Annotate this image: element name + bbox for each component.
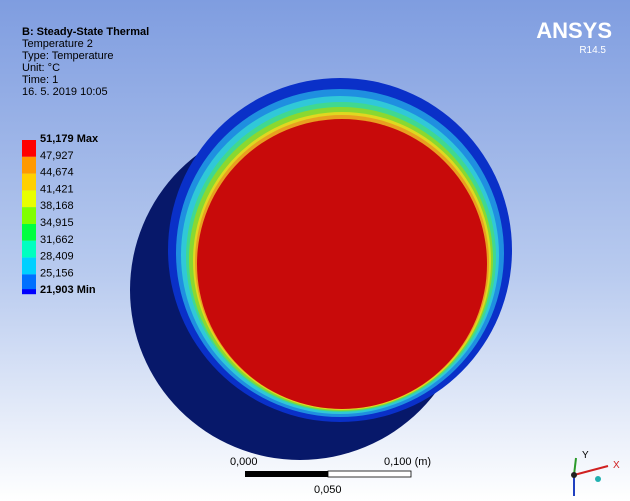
- header-line: 16. 5. 2019 10:05: [22, 86, 108, 98]
- legend-label: 38,168: [40, 200, 74, 212]
- legend-swatch: [22, 140, 36, 157]
- legend-swatch: [22, 274, 36, 291]
- scale-label: 0,100 (m): [384, 456, 431, 468]
- legend-swatch: [22, 207, 36, 224]
- logo: ANSYS: [536, 18, 612, 43]
- legend-label: 25,156: [40, 267, 74, 279]
- legend-label: 34,915: [40, 217, 74, 229]
- legend-label: 31,662: [40, 234, 74, 246]
- triad-origin: [571, 472, 577, 478]
- header-line: Temperature 2: [22, 38, 93, 50]
- legend-swatch: [22, 190, 36, 207]
- scale-label: 0,050: [314, 484, 342, 496]
- legend-swatch: [22, 241, 36, 258]
- header-line: Time: 1: [22, 74, 58, 86]
- title: B: Steady-State Thermal: [22, 26, 149, 38]
- legend-swatch: [22, 224, 36, 241]
- legend-swatch: [22, 157, 36, 174]
- legend-label: 21,903 Min: [40, 284, 96, 296]
- axis-label: Y: [582, 450, 589, 461]
- legend-swatch: [22, 289, 36, 294]
- legend-swatch: [22, 258, 36, 275]
- header-line: Unit: °C: [22, 62, 60, 74]
- scale-segment: [328, 471, 411, 477]
- triad-dot: [595, 476, 601, 482]
- legend-label: 47,927: [40, 150, 74, 162]
- axis-label: X: [613, 460, 620, 471]
- hot-core: [197, 119, 487, 409]
- legend-label: 28,409: [40, 251, 74, 263]
- legend-label: 51,179 Max: [40, 133, 99, 145]
- viewport: B: Steady-State Thermal Temperature 2Typ…: [0, 0, 630, 501]
- scale-segment: [245, 471, 328, 477]
- logo-version: R14.5: [579, 45, 606, 56]
- legend-swatch: [22, 174, 36, 191]
- legend-label: 41,421: [40, 183, 74, 195]
- scale-label: 0,000: [230, 456, 258, 468]
- legend-label: 44,674: [40, 167, 74, 179]
- header-line: Type: Temperature: [22, 50, 114, 62]
